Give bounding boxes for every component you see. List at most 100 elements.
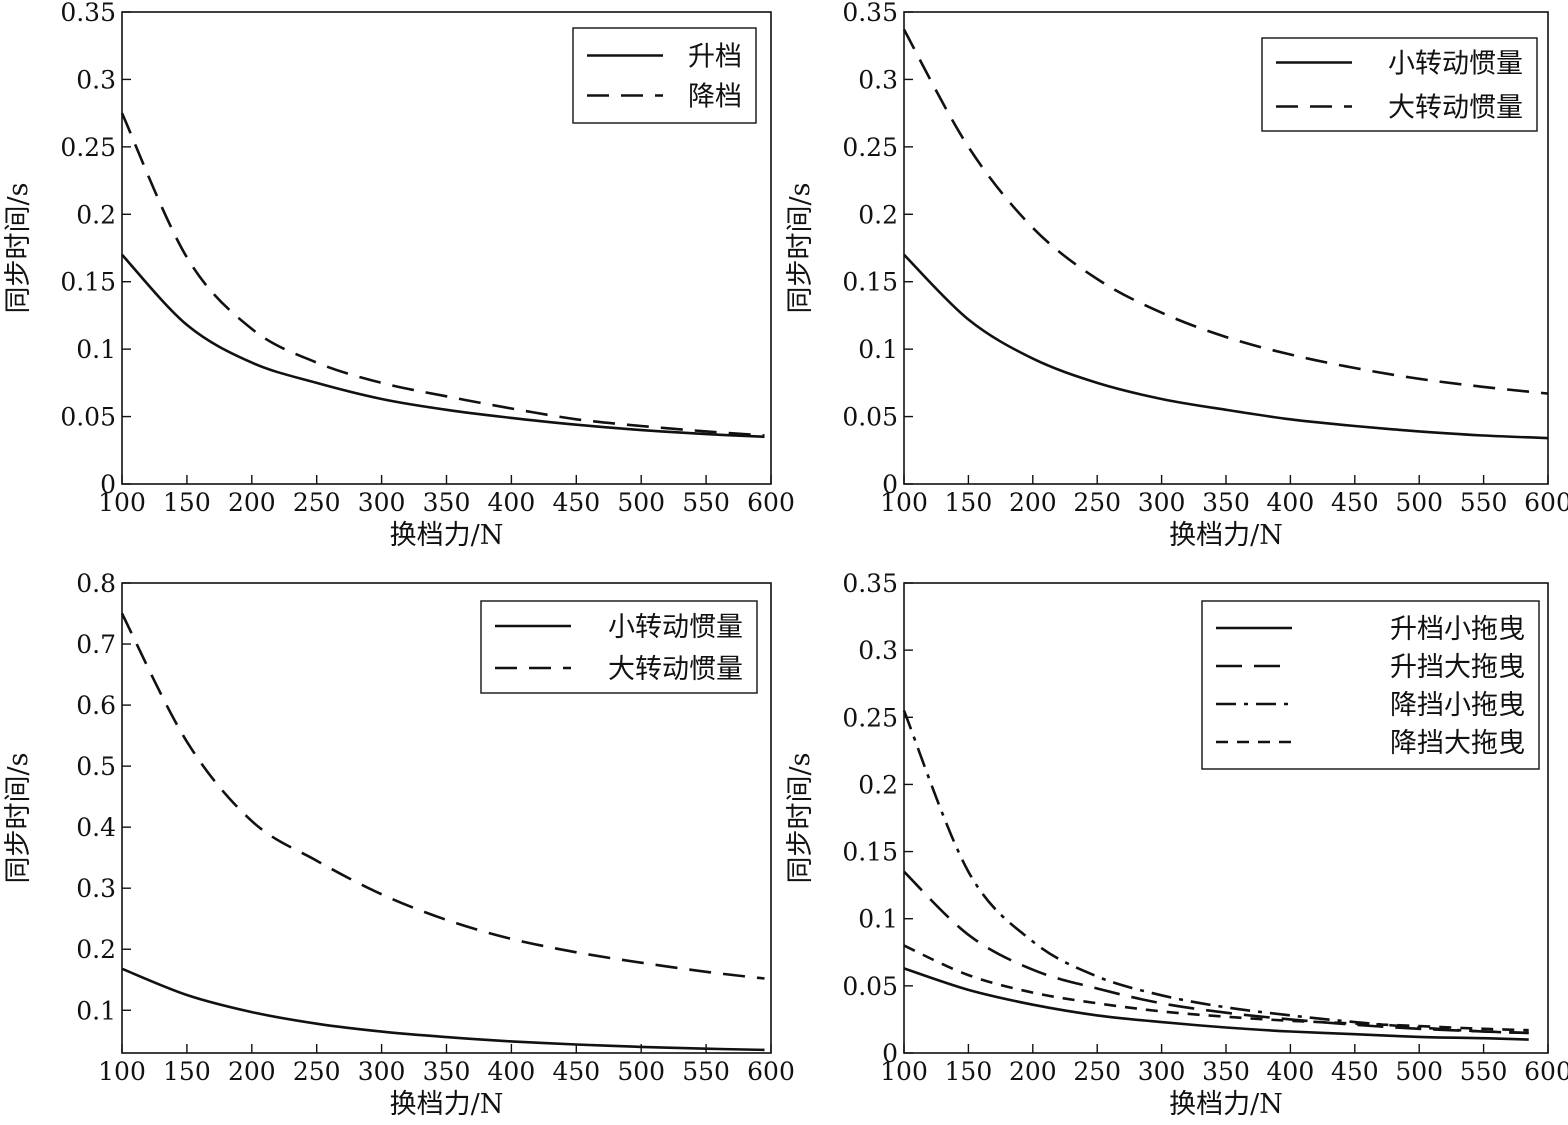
x-tick-label: 300: [1138, 488, 1186, 517]
chart-panel-3: 100 150 200 250 300 350 400 450 500 550 600 0.1 0.2 0…: [3, 569, 795, 1120]
legend-label: 小转动惯量: [608, 612, 743, 643]
x-tick-label: 300: [358, 488, 406, 517]
y-tick-label: 0.1: [858, 905, 898, 934]
x-tick-label: 200: [1009, 1057, 1057, 1086]
y-axis-label: 同步时间/s: [785, 183, 816, 314]
x-tick-label: 350: [423, 1057, 471, 1086]
y-tick-label: 0.15: [60, 268, 116, 297]
series-line-2: [903, 870, 1529, 1035]
legend-label: 大转动惯量: [608, 654, 743, 685]
x-tick-label: 350: [423, 488, 471, 517]
y-tick-label: 0.35: [842, 0, 898, 27]
x-tick-label: 400: [1267, 488, 1315, 517]
y-tick-label: 0.4: [76, 813, 116, 842]
x-tick-label: 100: [880, 488, 928, 517]
y-tick-label: 0.15: [842, 838, 898, 867]
x-tick-label: 200: [228, 1057, 276, 1086]
y-tick-label: 0.35: [842, 569, 898, 598]
chart-panel-4: 100 150 200 250 300 350 400 450 500 550 600 0 0.05 0.…: [785, 569, 1568, 1120]
x-tick-label: 550: [682, 1057, 730, 1086]
x-tick-label: 400: [488, 1057, 536, 1086]
x-axis-label: 换档力/N: [390, 1089, 504, 1120]
series-line-2: [902, 28, 1549, 395]
y-tick-label: 0.25: [60, 133, 116, 162]
series-line-2: [120, 112, 765, 437]
y-tick-label: 0.25: [842, 703, 898, 732]
legend-label: 小转动惯量: [1388, 49, 1523, 80]
y-tick-label: 0.2: [858, 200, 898, 229]
y-tick-label: 0.3: [858, 636, 898, 665]
x-tick-label: 150: [945, 1057, 993, 1086]
legend-label: 降挡大拖曳: [1390, 728, 1525, 759]
y-tick-label: 0.05: [842, 972, 898, 1001]
y-tick-label: 0.2: [858, 770, 898, 799]
x-tick-label: 100: [98, 488, 146, 517]
x-tick-label: 100: [880, 1057, 928, 1086]
y-tick-label: 0.3: [76, 874, 116, 903]
y-tick-label: 0.05: [60, 403, 116, 432]
y-tick-label: 0.1: [858, 335, 898, 364]
chart-panel-2: 100 150 200 250 300 350 400 450 500 550 600 0 0.05 0.…: [785, 0, 1568, 551]
x-tick-label: 350: [1202, 1057, 1250, 1086]
y-axis-label: 同步时间/s: [3, 183, 34, 314]
x-tick-label: 550: [682, 488, 730, 517]
legend-box: [572, 27, 757, 124]
chart-panel-1: 100 150 200 250 300 350 400 450 500 550 600 0 0.05 0.…: [3, 0, 795, 551]
y-tick-label: 0.7: [76, 630, 116, 659]
y-tick-label: 0.3: [76, 65, 116, 94]
x-tick-label: 150: [163, 488, 211, 517]
x-tick-label: 550: [1460, 488, 1508, 517]
y-tick-label: 0.1: [76, 335, 116, 364]
legend-label: 降档: [688, 82, 742, 113]
y-tick-label: 0.25: [842, 133, 898, 162]
y-axis-label: 同步时间/s: [785, 753, 816, 884]
x-tick-label: 450: [552, 1057, 600, 1086]
y-tick-label: 0: [100, 470, 116, 499]
y-tick-label: 0.35: [60, 0, 116, 27]
series-line-2: [120, 612, 765, 980]
y-tick-label: 0.3: [858, 65, 898, 94]
y-tick-label: 0.1: [76, 996, 116, 1025]
x-axis-label: 换档力/N: [390, 520, 504, 551]
legend-label: 升档: [688, 42, 742, 73]
y-tick-label: 0.6: [76, 691, 116, 720]
y-tick-label: 0.2: [76, 200, 116, 229]
y-tick-label: 0.8: [76, 569, 116, 598]
x-tick-label: 550: [1460, 1057, 1508, 1086]
x-tick-label: 250: [1073, 1057, 1121, 1086]
x-tick-label: 250: [1073, 488, 1121, 517]
legend-box: [1261, 37, 1538, 132]
x-tick-label: 500: [617, 1057, 665, 1086]
y-tick-label: 0.2: [76, 935, 116, 964]
x-tick-label: 500: [617, 488, 665, 517]
x-tick-label: 450: [1331, 1057, 1379, 1086]
y-tick-label: 0: [882, 470, 898, 499]
y-tick-label: 0.05: [842, 403, 898, 432]
y-tick-label: 0: [882, 1039, 898, 1068]
x-tick-label: 100: [98, 1057, 146, 1086]
series-line-3: [902, 710, 1529, 1035]
x-tick-label: 150: [163, 1057, 211, 1086]
x-axis-label: 换档力/N: [1169, 1089, 1283, 1120]
x-tick-label: 400: [1267, 1057, 1315, 1086]
x-tick-label: 250: [293, 1057, 341, 1086]
series-line-1: [121, 967, 765, 1052]
x-tick-label: 200: [228, 488, 276, 517]
x-tick-label: 600: [747, 488, 795, 517]
x-tick-label: 250: [293, 488, 341, 517]
series-line-1: [903, 253, 1549, 440]
x-tick-label: 600: [747, 1057, 795, 1086]
legend-label: 升挡大拖曳: [1390, 652, 1525, 683]
x-axis-label: 换档力/N: [1169, 520, 1283, 551]
y-axis-label: 同步时间/s: [3, 753, 34, 884]
x-tick-label: 500: [1395, 1057, 1443, 1086]
x-tick-label: 600: [1524, 488, 1568, 517]
series-line-1: [903, 967, 1529, 1041]
legend-label: 大转动惯量: [1388, 93, 1523, 124]
y-tick-label: 0.15: [842, 268, 898, 297]
